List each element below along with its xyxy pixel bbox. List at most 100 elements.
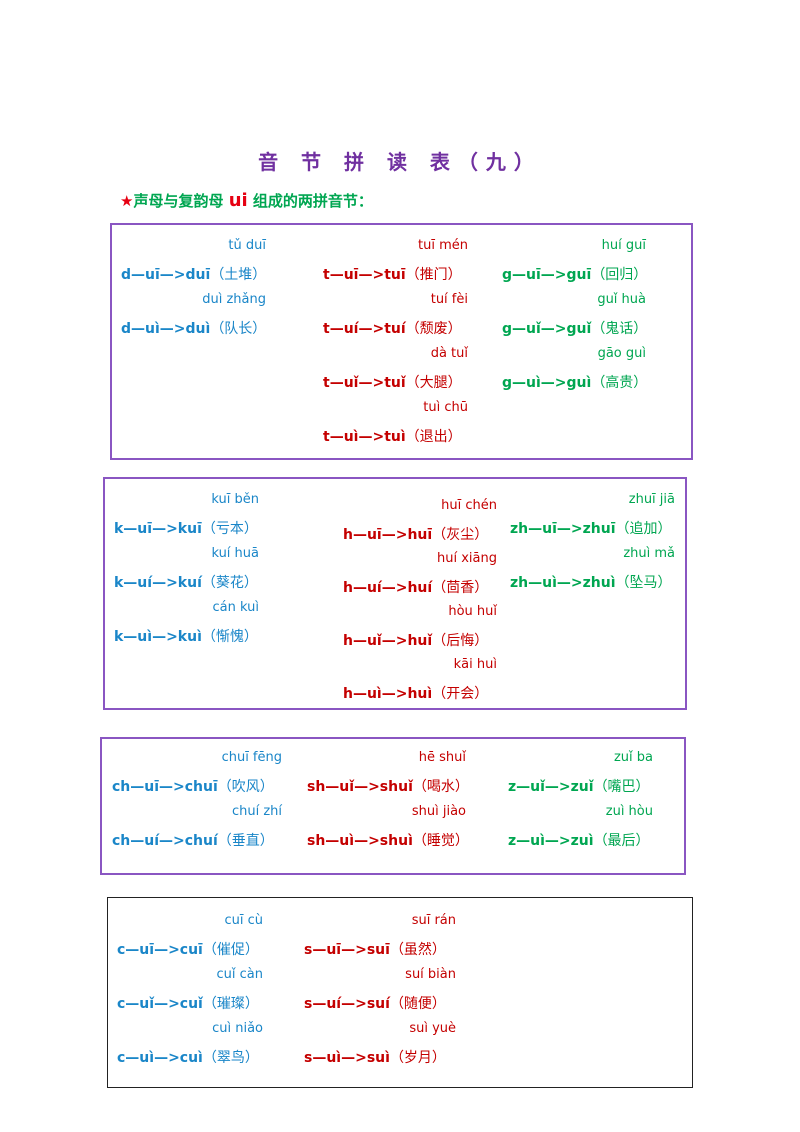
pinyin-label: hē shuǐ [418,750,466,765]
example-word: （随便） [389,996,446,1012]
spelling-formula: sh—uì—>shuì [307,833,413,849]
pinyin-label: cuǐ càn [216,967,263,982]
pinyin-label: guǐ huà [597,292,646,307]
example-word: （璀璨） [202,996,259,1012]
spelling-formula-row: z—uì—>zuì（最后） [508,830,650,850]
subtitle-prefix: 声母与复韵母 [133,192,229,210]
spelling-formula-row: t—uì—>tuì（退出） [323,426,462,446]
spelling-formula-row: k—uì—>kuì（惭愧） [114,626,258,646]
example-word: （亏本） [201,521,258,537]
spelling-formula: d—uī—>duī [121,267,211,283]
spelling-formula: h—uí—>huí [343,580,433,596]
spelling-formula: c—uì—>cuì [117,1050,203,1066]
example-word: （葵花） [201,575,258,591]
spelling-formula: c—uī—>cuī [117,942,203,958]
example-word: （土堆） [210,267,267,283]
spelling-formula: h—uǐ—>huǐ [343,633,433,649]
spelling-formula-row: sh—uǐ—>shuǐ（喝水） [307,776,469,796]
spelling-formula: zh—uī—>zhuī [510,521,616,537]
pinyin-label: tuì chū [423,400,468,415]
spelling-formula: z—uì—>zuì [508,833,594,849]
spelling-formula: h—uì—>huì [343,686,433,702]
example-word: （虽然） [389,942,446,958]
syllable-box-1 [110,223,693,460]
spelling-formula-row: s—uī—>suī（虽然） [304,939,446,959]
example-word: （颓废） [405,321,462,337]
spelling-formula: t—uǐ—>tuǐ [323,375,406,391]
spelling-formula-row: h—uì—>huì（开会） [343,683,488,703]
spelling-formula: ch—uí—>chuí [112,833,218,849]
spelling-formula: k—uí—>kuí [114,575,202,591]
spelling-formula-row: ch—uī—>chuī（吹风） [112,776,274,796]
spelling-formula-row: zh—uī—>zhuī（追加） [510,518,672,538]
spelling-formula-row: c—uì—>cuì（翠鸟） [117,1047,259,1067]
example-word: （高贵） [591,375,648,391]
spelling-formula: k—uì—>kuì [114,629,202,645]
pinyin-label: suī rán [411,913,456,928]
spelling-formula: c—uǐ—>cuǐ [117,996,203,1012]
subtitle-suffix: 组成的两拼音节： [247,192,373,210]
pinyin-label: huí guī [601,238,646,253]
spelling-formula-row: z—uǐ—>zuǐ（嘴巴） [508,776,650,796]
example-word: （吹风） [217,779,274,795]
pinyin-label: zhuī jiā [628,492,675,507]
pinyin-label: zhuì mǎ [623,546,675,561]
spelling-formula: h—uī—>huī [343,527,433,543]
star-icon: ★ [120,192,134,210]
pinyin-label: shuì jiào [411,804,466,819]
pinyin-label: chuí zhí [231,804,282,819]
syllable-box-3 [100,737,686,875]
spelling-formula-row: d—uī—>duī（土堆） [121,264,266,284]
pinyin-label: suì yuè [409,1021,456,1036]
pinyin-label: cán kuì [212,600,259,615]
example-word: （喝水） [412,779,469,795]
pinyin-label: tuī mén [418,238,468,253]
spelling-formula: s—uí—>suí [304,996,390,1012]
example-word: （嘴巴） [593,779,650,795]
example-word: （催促） [202,942,259,958]
spelling-formula-row: ch—uí—>chuí（垂直） [112,830,274,850]
spelling-formula-row: sh—uì—>shuì（睡觉） [307,830,469,850]
syllable-box-4 [107,897,693,1088]
spelling-formula-row: zh—uì—>zhuì（坠马） [510,572,672,592]
spelling-formula: k—uī—>kuī [114,521,202,537]
example-word: （队长） [210,321,267,337]
spelling-formula-row: g—uǐ—>guǐ（鬼话） [502,318,647,338]
pinyin-label: gāo guì [597,346,646,361]
example-word: （翠鸟） [202,1050,259,1066]
spelling-formula: ch—uī—>chuī [112,779,218,795]
spelling-formula-row: h—uī—>huī（灰尘） [343,524,488,544]
pinyin-label: huí xiāng [437,551,497,566]
spelling-formula-row: g—uī—>guī（回归） [502,264,647,284]
example-word: （灰尘） [432,527,489,543]
spelling-formula: t—uī—>tuī [323,267,406,283]
pinyin-label: dà tuǐ [430,346,468,361]
example-word: （茴香） [432,580,489,596]
example-word: （大腿） [405,375,462,391]
pinyin-label: zuǐ ba [613,750,653,765]
spelling-formula: sh—uǐ—>shuǐ [307,779,413,795]
spelling-formula: g—uǐ—>guǐ [502,321,592,337]
spelling-formula: s—uì—>suì [304,1050,390,1066]
example-word: （鬼话） [591,321,648,337]
example-word: （推门） [405,267,462,283]
example-word: （坠马） [615,575,672,591]
spelling-formula: g—uì—>guì [502,375,592,391]
syllable-box-2 [103,477,687,710]
spelling-formula-row: c—uǐ—>cuǐ（璀璨） [117,993,259,1013]
spelling-formula: zh—uì—>zhuì [510,575,616,591]
example-word: （开会） [432,686,489,702]
spelling-formula: z—uǐ—>zuǐ [508,779,594,795]
spelling-formula-row: k—uí—>kuí（葵花） [114,572,258,592]
example-word: （回归） [591,267,648,283]
example-word: （睡觉） [412,833,469,849]
example-word: （后悔） [432,633,489,649]
spelling-formula-row: k—uī—>kuī（亏本） [114,518,258,538]
pinyin-label: kāi huì [453,657,497,672]
spelling-formula-row: c—uī—>cuī（催促） [117,939,259,959]
pinyin-label: kuí huā [211,546,259,561]
spelling-formula-row: d—uì—>duì（队长） [121,318,266,338]
pinyin-label: duì zhǎng [202,292,266,307]
pinyin-label: cuī cù [224,913,263,928]
spelling-formula-row: g—uì—>guì（高贵） [502,372,647,392]
